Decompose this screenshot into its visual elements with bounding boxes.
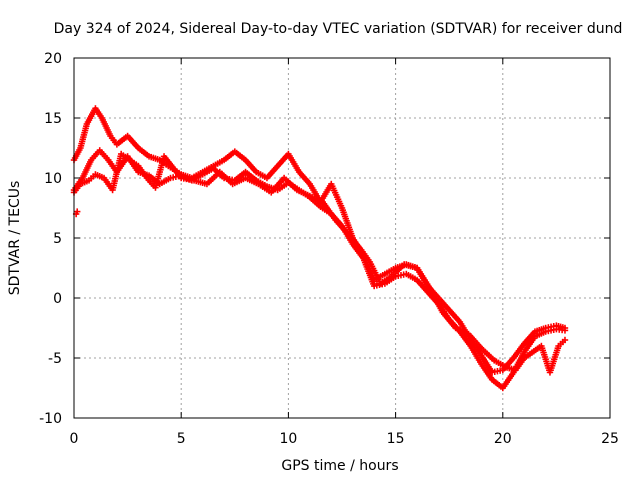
y-tick-label: 10 [44,171,62,187]
y-tick-label: 5 [53,231,62,247]
x-tick-label: 5 [177,431,186,447]
axis-ticks: 0 5 10 15 20 25 -10 -5 0 5 10 15 20 [39,51,619,447]
y-tick-label: -10 [39,411,62,427]
data-point [561,327,569,334]
y-tick-label: -5 [48,351,62,367]
grid-lines [74,58,610,418]
data-points [70,105,569,392]
data-point [561,336,569,344]
chart-title: Day 324 of 2024, Sidereal Day-to-day VTE… [54,21,623,37]
x-tick-label: 25 [601,431,619,447]
x-tick-label: 20 [494,431,512,447]
x-axis-label: GPS time / hours [281,458,398,474]
x-tick-label: 10 [279,431,297,447]
y-axis-label: SDTVAR / TECUs [7,181,23,296]
x-tick-label: 0 [70,431,79,447]
y-tick-label: 20 [44,51,62,67]
y-tick-label: 15 [44,111,62,127]
x-tick-label: 15 [387,431,405,447]
y-tick-label: 0 [53,291,62,307]
data-point [74,208,81,215]
